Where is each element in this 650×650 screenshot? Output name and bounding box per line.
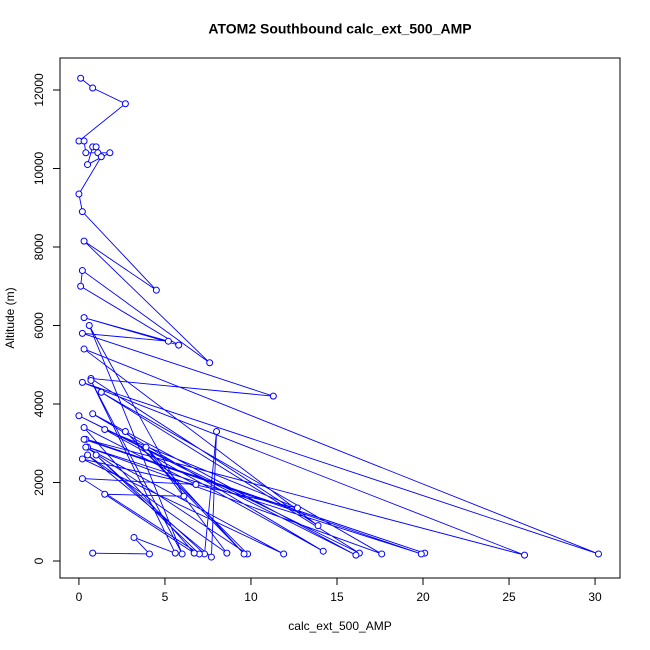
data-point (101, 490, 109, 498)
data-point (89, 84, 97, 92)
data-point (175, 341, 183, 349)
data-point (378, 550, 386, 558)
data-point (142, 443, 150, 451)
data-point (80, 237, 88, 245)
data-point (87, 376, 95, 384)
y-tick-label: 8000 (32, 233, 46, 260)
data-point (80, 314, 88, 322)
data-point (178, 550, 186, 558)
data-point (192, 480, 200, 488)
data-point (240, 550, 248, 558)
y-tick-label: 6000 (32, 312, 46, 339)
y-tick-label: 12000 (32, 73, 46, 107)
data-point (89, 410, 97, 418)
data-point (85, 321, 93, 329)
data-point (77, 74, 85, 82)
x-tick-label: 0 (76, 590, 83, 604)
data-point (101, 426, 109, 434)
data-point (78, 208, 86, 216)
data-point (80, 345, 88, 353)
data-point (206, 359, 214, 367)
data-point (106, 149, 114, 157)
data-point (164, 337, 172, 345)
x-tick-label: 5 (162, 590, 169, 604)
data-point (207, 553, 215, 561)
data-point (82, 149, 90, 157)
data-point (78, 475, 86, 483)
data-point (521, 551, 529, 559)
data-point (78, 329, 86, 337)
data-point (314, 522, 322, 530)
data-point (92, 451, 100, 459)
data-point (180, 492, 188, 500)
data-point (319, 547, 327, 555)
data-point (97, 388, 105, 396)
data-point (78, 378, 86, 386)
data-point (80, 435, 88, 443)
x-tick-label: 30 (588, 590, 602, 604)
data-point (152, 286, 160, 294)
data-point (82, 443, 90, 451)
data-point (213, 427, 221, 435)
x-tick-label: 25 (502, 590, 516, 604)
data-point (78, 455, 86, 463)
y-tick-label: 2000 (32, 469, 46, 496)
data-point (121, 427, 129, 435)
data-point (280, 550, 288, 558)
data-point (121, 100, 129, 108)
data-point (130, 533, 138, 541)
data-point (92, 143, 100, 151)
data-point (594, 550, 602, 558)
data-point (352, 551, 360, 559)
chart-title: ATOM2 Southbound calc_ext_500_AMP (208, 21, 471, 37)
data-point (75, 412, 83, 420)
data-point (171, 549, 179, 557)
plot-box (59, 57, 621, 579)
data-point (97, 153, 105, 161)
data-point (190, 549, 198, 557)
data-point (223, 549, 231, 557)
y-axis-label: Altitude (m) (3, 287, 17, 348)
data-point (80, 424, 88, 432)
data-point (80, 137, 88, 145)
x-tick-label: 20 (416, 590, 430, 604)
data-point (417, 550, 425, 558)
data-point (75, 190, 83, 198)
data-point (293, 504, 301, 512)
data-point (269, 392, 277, 400)
data-point (84, 451, 92, 459)
x-tick-label: 10 (244, 590, 258, 604)
y-tick-label: 10000 (32, 151, 46, 185)
data-point (84, 161, 92, 169)
data-point (89, 549, 97, 557)
x-axis-label: calc_ext_500_AMP (288, 619, 391, 633)
y-tick-label: 4000 (32, 390, 46, 417)
data-point (145, 550, 153, 558)
y-tick-label: 0 (32, 557, 46, 564)
data-point (77, 282, 85, 290)
data-point (78, 267, 86, 275)
x-tick-label: 15 (330, 590, 344, 604)
